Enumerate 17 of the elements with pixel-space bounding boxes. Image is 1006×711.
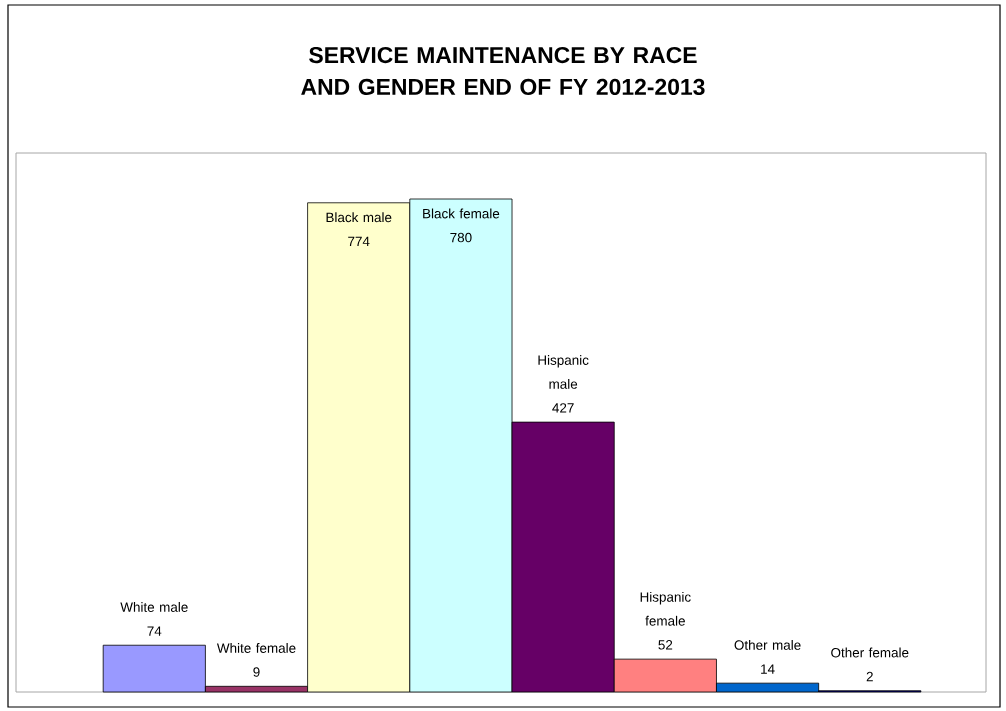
x-tick-label: Hispanic female xyxy=(640,591,691,626)
data-label: 427 xyxy=(552,403,574,413)
data-label: 2 xyxy=(866,671,873,682)
x-tick-label: Black female xyxy=(423,208,500,219)
x-tick-label: Other female xyxy=(831,647,909,658)
x-tick-label: Other male xyxy=(734,639,801,650)
x-tick-label: Black male xyxy=(326,212,392,223)
data-label: 14 xyxy=(761,664,775,674)
data-label: 74 xyxy=(147,626,162,636)
data-label: 52 xyxy=(658,640,673,650)
x-tick-label: Hispanic male xyxy=(538,355,589,389)
x-tick-label: White male xyxy=(120,602,188,612)
data-label: 9 xyxy=(253,667,260,677)
data-label: 780 xyxy=(450,232,472,243)
chart-title: SERVICE MAINTENANCE BY RACE AND GENDER END OF FY 2012-2013 xyxy=(301,46,705,96)
x-tick-label: White female xyxy=(216,643,296,653)
data-label: 774 xyxy=(348,236,370,246)
